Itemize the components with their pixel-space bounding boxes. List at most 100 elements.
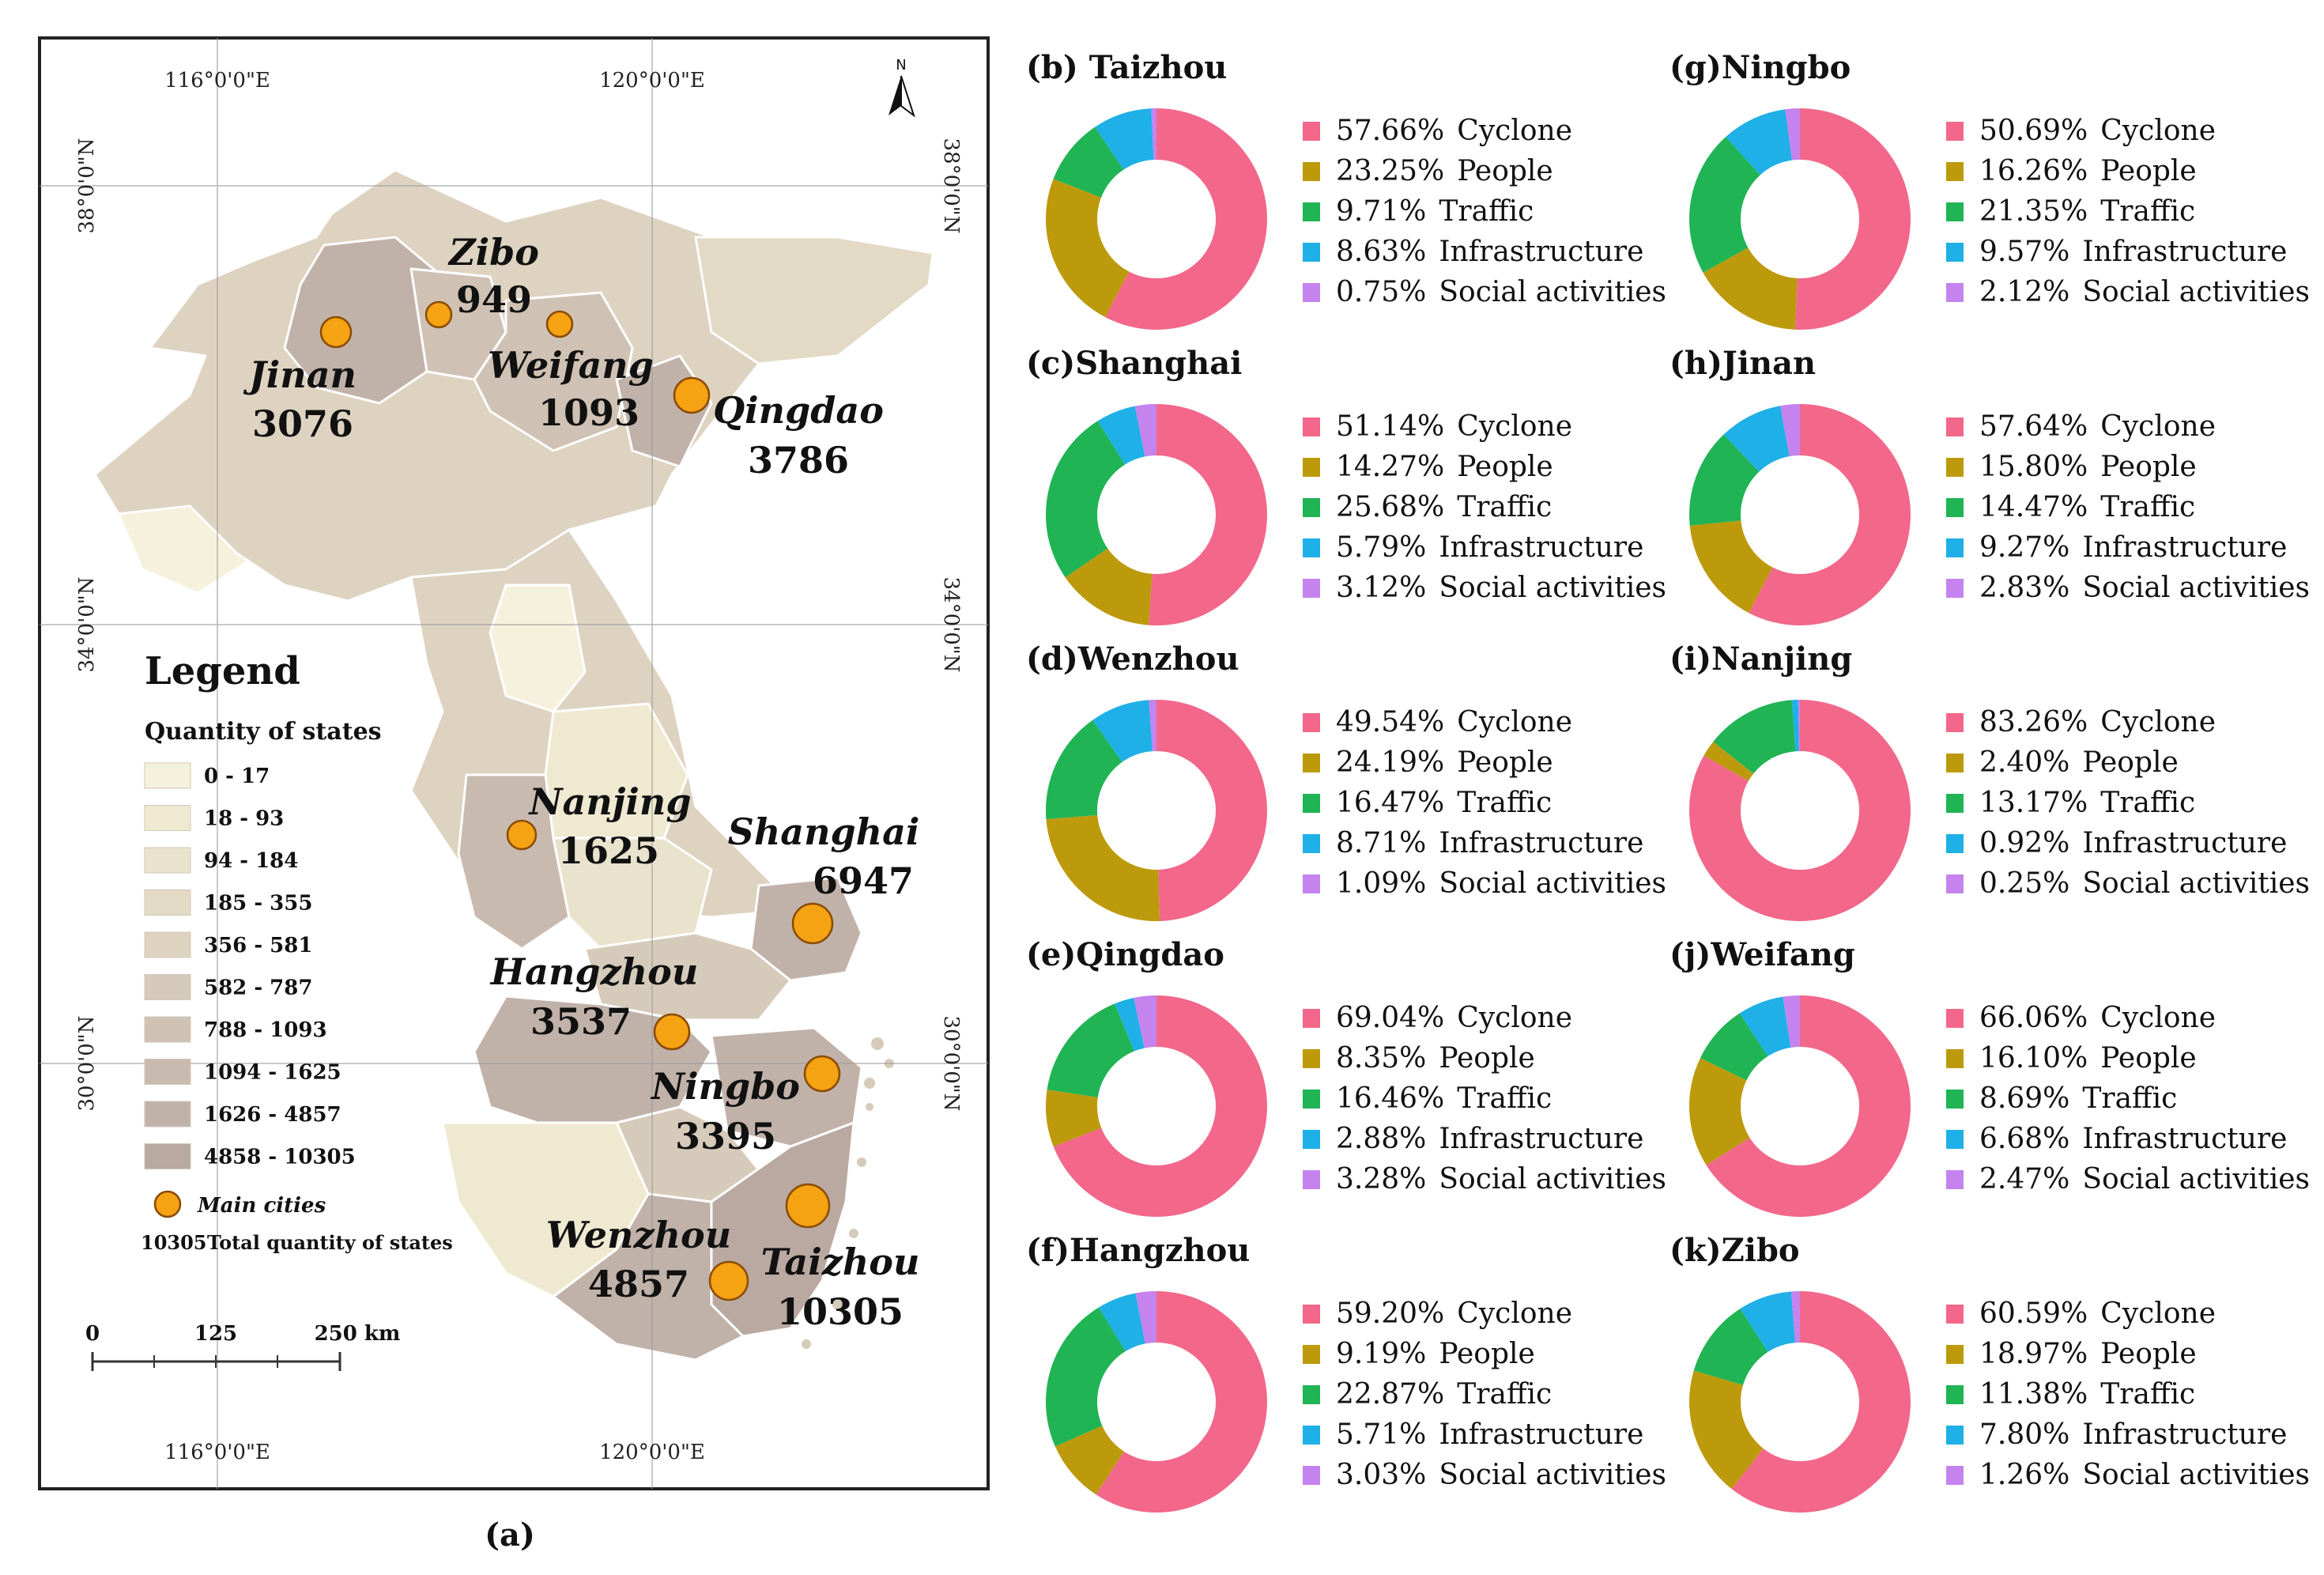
donut-legend: 66.06% Cyclone 16.10% People 8.69% Traffic 6.6… — [1946, 998, 2310, 1199]
donut-slice-people — [1689, 1058, 1750, 1165]
donut-slice-traffic — [1689, 434, 1760, 526]
panel-title: (f)Hangzhou — [1026, 1232, 1251, 1269]
donut-slice-infrastructure — [1791, 700, 1799, 752]
category-label: Social activities — [1439, 867, 1667, 900]
legend-swatch — [1303, 121, 1320, 141]
data-label: 16.10% — [1979, 1042, 2088, 1075]
data-label: 23.25% — [1336, 155, 1445, 187]
data-label: 3.28% — [1336, 1163, 1427, 1195]
donut-legend-item: 5.79% Infrastructure — [1303, 527, 1666, 568]
data-label: 24.19% — [1336, 746, 1445, 779]
donut-legend-item: 16.10% People — [1946, 1038, 2310, 1078]
data-label: 15.80% — [1979, 451, 2088, 483]
donut-legend: 57.64% Cyclone 15.80% People 14.47% Traffic 9.… — [1946, 406, 2310, 608]
category-label: Social activities — [1439, 1163, 1667, 1195]
legend-swatch — [1303, 161, 1320, 181]
legend-swatch — [1303, 457, 1320, 477]
donut-chart — [1046, 108, 1267, 330]
data-label: 57.64% — [1979, 410, 2088, 443]
donut-legend: 49.54% Cyclone 24.19% People 16.47% Traffic 8.… — [1303, 702, 1666, 904]
category-label: People — [2100, 1042, 2197, 1075]
data-label: 3.12% — [1336, 572, 1427, 604]
city-marker-ningbo — [803, 1055, 841, 1093]
donut-legend-item: 16.26% People — [1946, 151, 2310, 191]
donut-slice-people — [1046, 814, 1160, 921]
city-marker-wenzhou — [708, 1260, 749, 1301]
city-marker-shanghai — [791, 902, 834, 945]
city-nanjing: Nanjing 1625 — [506, 780, 692, 872]
data-label: 59.20% — [1336, 1297, 1445, 1330]
legend-swatch — [1946, 1089, 1964, 1109]
data-label: 6.68% — [1979, 1123, 2070, 1155]
legend-swatch — [144, 762, 191, 789]
city-name-shanghai: Shanghai — [728, 810, 920, 853]
category-label: People — [1457, 155, 1553, 187]
legend-swatch — [1303, 1008, 1320, 1028]
panel-title: (d)Wenzhou — [1026, 640, 1239, 678]
lon-label-bottom-right: 120°0'0"E — [599, 1441, 705, 1464]
donut-legend: 50.69% Cyclone 16.26% People 21.35% Traffic 9.… — [1946, 111, 2310, 312]
legend-swatch — [1946, 1129, 1964, 1149]
city-value-ningbo: 3395 — [675, 1115, 776, 1158]
donut-legend-item: 59.20% Cyclone — [1303, 1294, 1666, 1334]
donut-slice-social-activities — [1780, 404, 1800, 457]
donut-legend-item: 69.04% Cyclone — [1303, 998, 1666, 1038]
legend-swatch — [1946, 202, 1964, 221]
donut-panel-weifang: (j)Weifang 66.06% Cyclone 16.10% People 8.69%… — [1669, 936, 2318, 1229]
category-label: People — [2100, 155, 2197, 187]
donut-legend-item: 16.47% Traffic — [1303, 783, 1666, 823]
legend-swatch — [1303, 874, 1320, 893]
legend-class-label: 356 - 581 — [204, 934, 312, 957]
data-label: 18.97% — [1979, 1338, 2088, 1370]
data-label: 0.75% — [1336, 276, 1427, 308]
lat-label-right-top: 38°0'0"N — [939, 138, 963, 233]
legend-swatch — [1303, 202, 1320, 221]
donut-legend-item: 6.68% Infrastructure — [1946, 1119, 2310, 1159]
category-label: People — [2082, 746, 2179, 779]
donut-legend-item: 0.75% Social activities — [1303, 272, 1666, 312]
donut-slice-people — [1054, 1426, 1125, 1495]
legend-swatch — [1303, 1344, 1320, 1364]
data-label: 2.12% — [1979, 276, 2070, 308]
panel-title: (g)Ningbo — [1669, 49, 1851, 86]
legend-swatch — [1303, 1425, 1320, 1445]
donut-chart — [1689, 108, 1911, 330]
legend-class-label: 94 - 184 — [204, 849, 298, 873]
lat-label-left-top: 38°0'0"N — [75, 138, 99, 233]
data-label: 51.14% — [1336, 410, 1445, 443]
donut-panel-shanghai: (c)Shanghai 51.14% Cyclone 14.27% People 25.6… — [1026, 345, 1674, 637]
category-label: Social activities — [2082, 572, 2311, 604]
donut-legend-item: 3.28% Social activities — [1303, 1159, 1666, 1199]
donut-legend-item: 0.92% Infrastructure — [1946, 823, 2310, 863]
city-jinan: Jinan 3076 — [243, 315, 357, 445]
donut-slice-cyclone — [1105, 108, 1267, 330]
donut-slice-traffic — [1693, 1309, 1768, 1385]
data-label: 0.92% — [1979, 827, 2070, 859]
donut-legend-item: 8.69% Traffic — [1946, 1078, 2310, 1119]
city-weifang: Weifang 1093 — [488, 310, 654, 434]
donut-slice-cyclone — [1794, 108, 1911, 330]
panel-title: (h)Jinan — [1669, 345, 1817, 382]
coastal-islands — [802, 1037, 894, 1349]
donut-legend-item: 1.09% Social activities — [1303, 863, 1666, 904]
legend-class-label: 18 - 93 — [204, 807, 284, 831]
data-label: 3.03% — [1336, 1459, 1427, 1491]
donut-panel-wenzhou: (d)Wenzhou 49.54% Cyclone 24.19% People 16.47… — [1026, 640, 1674, 933]
donut-panel-taizhou: (b) Taizhou 57.66% Cyclone 23.25% People 9.71… — [1026, 49, 1674, 342]
donut-legend: 59.20% Cyclone 9.19% People 22.87% Traffic 5.7… — [1303, 1294, 1666, 1495]
data-label: 8.71% — [1336, 827, 1427, 859]
main-cities-label: Main cities — [197, 1194, 326, 1218]
legend-class-label: 1094 - 1625 — [204, 1061, 341, 1085]
donut-legend-item: 57.64% Cyclone — [1946, 406, 2310, 447]
category-label: People — [1439, 1338, 1535, 1370]
city-name-hangzhou: Hangzhou — [489, 950, 699, 993]
donut-panel-ningbo: (g)Ningbo 50.69% Cyclone 16.26% People 21.35%… — [1669, 49, 2318, 342]
city-value-qingdao: 3786 — [748, 439, 849, 482]
data-label: 14.27% — [1336, 451, 1445, 483]
donut-legend-item: 2.12% Social activities — [1946, 272, 2310, 312]
total-quantity-label: Total quantity of states — [207, 1231, 453, 1254]
donut-panel-zibo: (k)Zibo 60.59% Cyclone 18.97% People 11.38% Tr… — [1669, 1232, 2318, 1524]
legend-swatch — [1303, 1169, 1320, 1189]
category-label: Cyclone — [1457, 1297, 1573, 1330]
donut-slice-cyclone — [1689, 700, 1911, 921]
